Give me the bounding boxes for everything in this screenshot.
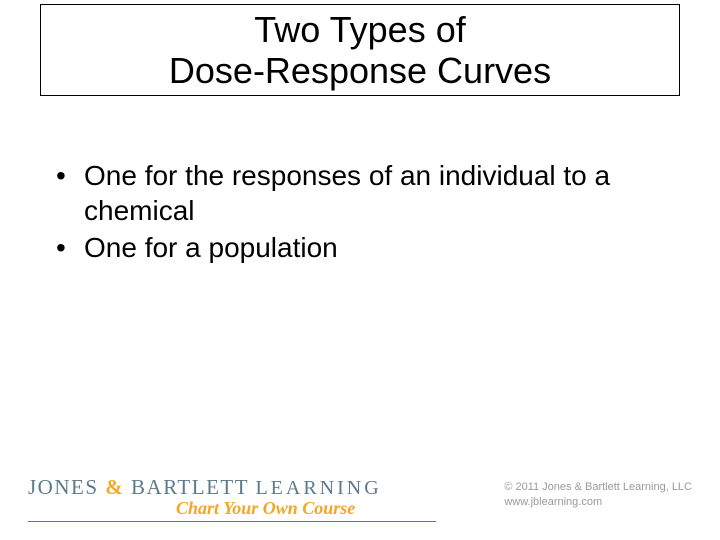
- brand-learning: LEARNING: [255, 477, 381, 499]
- copyright: © 2011 Jones & Bartlett Learning, LLC ww…: [504, 480, 692, 516]
- brand-name: JONES & BARTLETT LEARNING: [28, 475, 382, 500]
- title-box: Two Types of Dose-Response Curves: [40, 4, 680, 96]
- footer: JONES & BARTLETT LEARNING Chart Your Own…: [0, 462, 720, 540]
- title-line-1: Two Types of: [254, 9, 465, 50]
- brand-rule: [28, 521, 436, 522]
- list-item: One for the responses of an individual t…: [56, 158, 664, 228]
- copyright-line-2: www.jblearning.com: [504, 495, 692, 510]
- title-line-2: Dose-Response Curves: [169, 50, 551, 91]
- brand-mid: BARTLETT: [124, 475, 255, 499]
- copyright-line-1: © 2011 Jones & Bartlett Learning, LLC: [504, 480, 692, 495]
- brand-block: JONES & BARTLETT LEARNING Chart Your Own…: [28, 475, 436, 522]
- bullet-list: One for the responses of an individual t…: [56, 158, 664, 267]
- brand-prefix: JONES: [28, 475, 105, 499]
- list-item: One for a population: [56, 230, 664, 265]
- slide: Two Types of Dose-Response Curves One fo…: [0, 0, 720, 540]
- brand-tagline: Chart Your Own Course: [176, 498, 355, 519]
- brand-ampersand: &: [105, 475, 124, 499]
- slide-title: Two Types of Dose-Response Curves: [169, 9, 551, 92]
